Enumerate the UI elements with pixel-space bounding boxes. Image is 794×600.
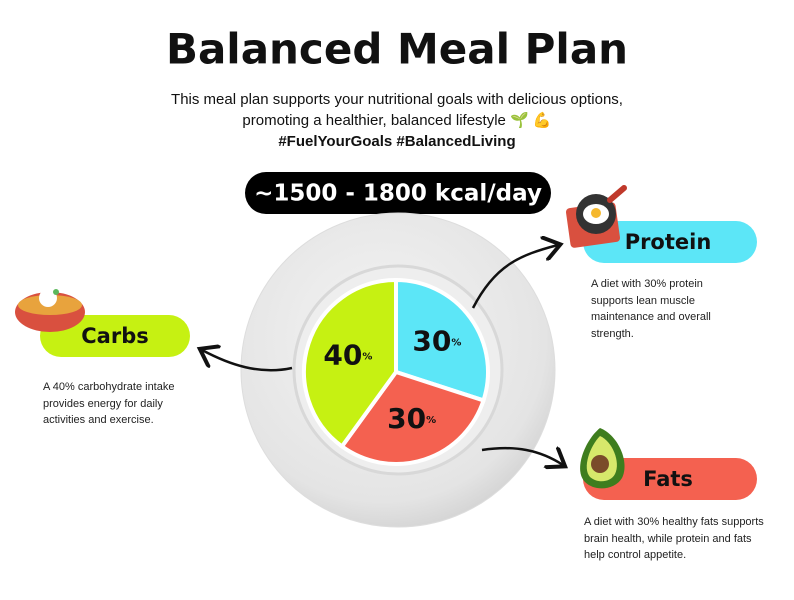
- slice-label: 30%: [387, 402, 436, 435]
- subtitle: This meal plan supports your nutritional…: [171, 91, 623, 108]
- fats-label: Fats: [643, 467, 693, 491]
- hashtags: #FuelYourGoals #BalancedLiving: [278, 133, 515, 150]
- avocado-icon: [580, 428, 625, 489]
- carbs-desc: A 40% carbohydrate intake provides energ…: [43, 381, 175, 426]
- pie-slice: [394, 277, 490, 403]
- slice-label: 30%: [412, 324, 461, 357]
- slice-label: 40%: [323, 338, 372, 371]
- label-pill: [40, 315, 190, 357]
- protein-desc: A diet with 30% protein supports lean mu…: [591, 278, 711, 340]
- badge-bg: [245, 172, 551, 214]
- noodle-icon: [15, 289, 85, 332]
- protein-label: Protein: [625, 230, 712, 254]
- pie-slice: [339, 369, 487, 466]
- title: Balanced Meal Plan: [166, 25, 628, 74]
- arrow: [471, 245, 558, 309]
- carbs-label: Carbs: [81, 324, 148, 348]
- pie-slice: [302, 277, 398, 450]
- arrow: [481, 448, 563, 465]
- subtitle: promoting a healthier, balanced lifestyl…: [242, 111, 551, 129]
- pan-icon: [565, 185, 627, 248]
- badge: ~1500 - 1800 kcal/day: [254, 181, 542, 207]
- label-pill: [583, 458, 757, 500]
- label-pill: [583, 221, 757, 263]
- arrow: [202, 350, 293, 372]
- fats-desc: A diet with 30% healthy fats supports br…: [584, 516, 764, 561]
